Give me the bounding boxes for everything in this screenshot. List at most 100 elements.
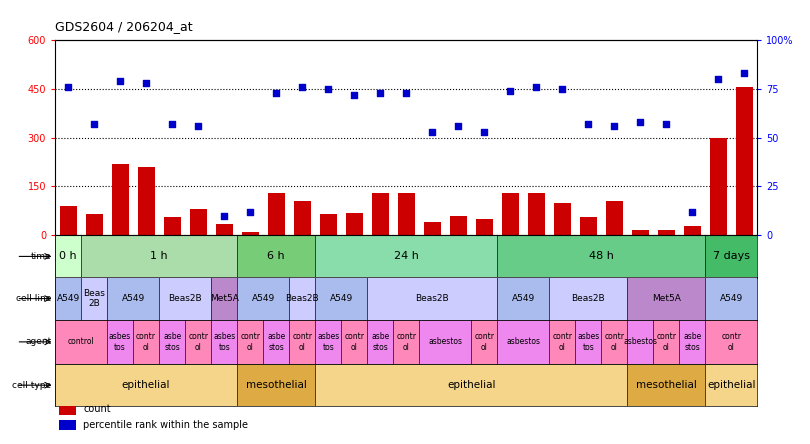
Bar: [138, 167, 155, 235]
Text: control: control: [68, 337, 95, 346]
Point: [712, 75, 725, 83]
Bar: [706, 320, 757, 364]
Point: [738, 70, 751, 77]
Text: contr
ol: contr ol: [722, 332, 741, 352]
Bar: [237, 235, 315, 278]
Text: Beas2B: Beas2B: [285, 294, 319, 303]
Text: 0 h: 0 h: [59, 251, 77, 262]
Bar: [549, 278, 627, 320]
Bar: [710, 138, 727, 235]
Bar: [601, 320, 627, 364]
Bar: [706, 364, 757, 406]
Bar: [133, 320, 159, 364]
Text: asbestos: asbestos: [624, 337, 657, 346]
Bar: [55, 235, 81, 278]
Text: contr
ol: contr ol: [188, 332, 208, 352]
Text: A549: A549: [122, 294, 145, 303]
Text: asbes
tos: asbes tos: [213, 332, 235, 352]
Text: agent: agent: [25, 337, 52, 346]
Bar: [55, 278, 81, 320]
Text: 24 h: 24 h: [394, 251, 419, 262]
Text: count: count: [83, 404, 111, 414]
Text: A549: A549: [330, 294, 353, 303]
Text: contr
ol: contr ol: [656, 332, 676, 352]
Text: asbestos: asbestos: [506, 337, 540, 346]
Bar: [81, 278, 107, 320]
Text: 6 h: 6 h: [267, 251, 285, 262]
Text: cell type: cell type: [12, 381, 52, 390]
Text: contr
ol: contr ol: [604, 332, 625, 352]
Point: [192, 123, 205, 130]
Bar: [320, 214, 337, 235]
Point: [530, 83, 543, 91]
Point: [139, 79, 152, 87]
Text: contr
ol: contr ol: [240, 332, 260, 352]
Point: [165, 120, 178, 127]
Bar: [164, 218, 181, 235]
Bar: [237, 320, 263, 364]
Text: mesothelial: mesothelial: [245, 380, 307, 390]
Point: [373, 89, 386, 96]
Bar: [450, 216, 467, 235]
Text: Met5A: Met5A: [652, 294, 680, 303]
Bar: [190, 209, 207, 235]
Text: epithelial: epithelial: [707, 380, 756, 390]
Bar: [424, 222, 441, 235]
Text: mesothelial: mesothelial: [636, 380, 697, 390]
Text: contr
ol: contr ol: [292, 332, 312, 352]
Text: contr
ol: contr ol: [474, 332, 494, 352]
Point: [608, 123, 620, 130]
Bar: [497, 278, 549, 320]
Bar: [554, 203, 571, 235]
Bar: [372, 193, 389, 235]
Bar: [575, 320, 601, 364]
Text: A549: A549: [512, 294, 535, 303]
Text: asbes
tos: asbes tos: [317, 332, 339, 352]
Point: [556, 85, 569, 92]
Bar: [627, 278, 706, 320]
Text: 1 h: 1 h: [151, 251, 168, 262]
Text: time: time: [31, 252, 52, 261]
Bar: [315, 278, 367, 320]
Bar: [289, 278, 315, 320]
Bar: [211, 320, 237, 364]
Point: [400, 89, 413, 96]
Bar: [58, 405, 76, 415]
Bar: [107, 278, 159, 320]
Point: [633, 119, 646, 126]
Bar: [580, 218, 597, 235]
Point: [322, 85, 335, 92]
Bar: [107, 320, 133, 364]
Text: 7 days: 7 days: [713, 251, 750, 262]
Point: [62, 83, 75, 91]
Point: [244, 208, 257, 215]
Bar: [706, 278, 757, 320]
Text: Beas2B: Beas2B: [168, 294, 202, 303]
Bar: [398, 193, 415, 235]
Point: [426, 128, 439, 135]
Text: GDS2604 / 206204_at: GDS2604 / 206204_at: [55, 20, 193, 33]
Point: [87, 120, 100, 127]
Text: asbe
stos: asbe stos: [683, 332, 701, 352]
Bar: [475, 219, 492, 235]
Point: [660, 120, 673, 127]
Bar: [549, 320, 575, 364]
Bar: [632, 230, 649, 235]
Bar: [606, 201, 623, 235]
Bar: [58, 420, 76, 430]
Text: asbestos: asbestos: [428, 337, 463, 346]
Text: cell line: cell line: [16, 294, 52, 303]
Bar: [315, 235, 497, 278]
Bar: [86, 214, 103, 235]
Bar: [658, 230, 675, 235]
Point: [452, 123, 465, 130]
Point: [478, 128, 491, 135]
Text: asbes
tos: asbes tos: [109, 332, 131, 352]
Bar: [654, 320, 680, 364]
Bar: [268, 193, 284, 235]
Point: [582, 120, 595, 127]
Bar: [367, 320, 393, 364]
Point: [504, 87, 517, 94]
Bar: [627, 320, 654, 364]
Bar: [528, 193, 544, 235]
